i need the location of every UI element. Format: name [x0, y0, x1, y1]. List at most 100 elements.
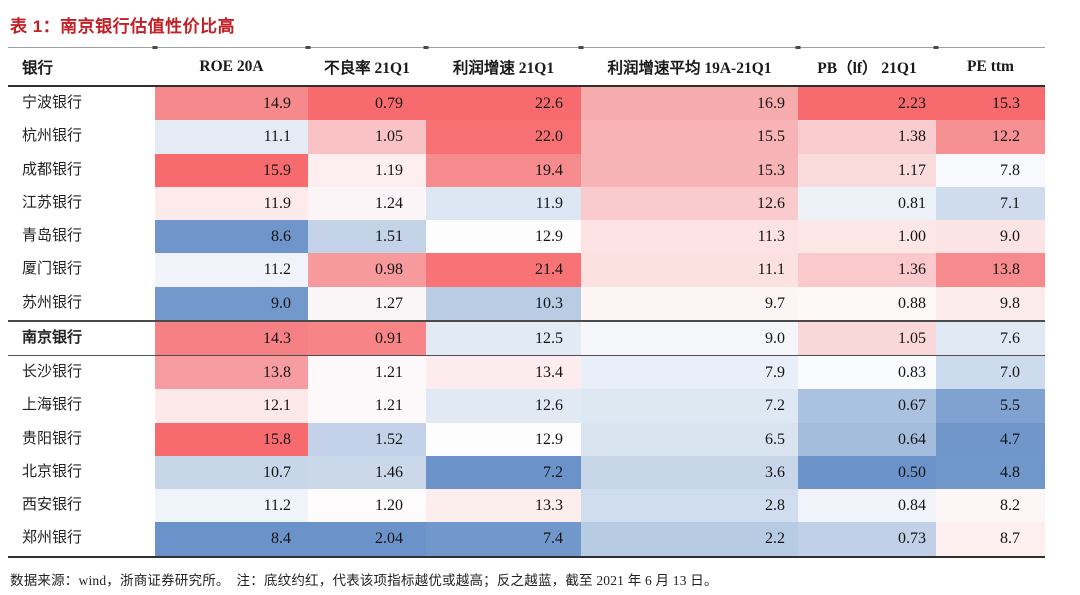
heatmap-value-cell: 0.67	[798, 389, 936, 423]
heatmap-value-cell: 1.38	[798, 120, 936, 154]
heatmap-value-cell: 0.98	[308, 253, 426, 287]
bank-name-cell: 贵阳银行	[22, 430, 83, 447]
heatmap-value-cell: 12.2	[936, 120, 1045, 154]
heatmap-value-cell: 11.2	[155, 253, 308, 287]
heatmap-value-cell: 0.84	[798, 489, 936, 523]
column-boundary-tick	[423, 46, 429, 49]
column-boundary-tick	[795, 46, 801, 49]
heatmap-value-cell: 9.0	[155, 286, 308, 320]
table-header-row: 银行 ROE 20A 不良率 21Q1 利润增速 21Q1 利润增速平均 19A-21Q…	[8, 48, 1045, 87]
heatmap-value-cell: 7.2	[581, 389, 798, 423]
heatmap-value-cell: 7.8	[936, 153, 1045, 187]
heatmap-value-cell: 12.5	[426, 321, 581, 356]
column-boundary-tick	[578, 46, 584, 49]
heatmap-value-cell: 8.2	[936, 489, 1045, 523]
heatmap-value-cell: 0.73	[798, 522, 936, 556]
heatmap-value-cell: 2.04	[308, 522, 426, 556]
table-row: 杭州银行 11.1 1.05 22.0 15.5 1.38 12.2	[8, 120, 1045, 154]
heatmap-value-cell: 13.4	[426, 356, 581, 390]
heatmap-value-cell: 1.27	[308, 286, 426, 320]
heatmap-value-cell: 14.9	[155, 87, 308, 121]
bank-name-cell: 杭州银行	[22, 128, 83, 145]
heatmap-value-cell: 11.9	[426, 186, 581, 221]
table-row: 宁波银行 14.9 0.79 22.6 16.9 2.23 15.3	[8, 87, 1045, 121]
heatmap-value-cell: 13.3	[426, 489, 581, 523]
valuation-table: 银行 ROE 20A 不良率 21Q1 利润增速 21Q1 利润增速平均 19A-21Q…	[8, 46, 1045, 558]
heatmap-value-cell: 0.83	[798, 356, 936, 390]
heatmap-value-cell: 13.8	[155, 356, 308, 390]
heatmap-value-cell: 9.0	[936, 220, 1045, 254]
table-row: 长沙银行 13.8 1.21 13.4 7.9 0.83 7.0	[8, 356, 1045, 390]
heatmap-value-cell: 8.7	[936, 522, 1045, 556]
heatmap-value-cell: 7.0	[936, 356, 1045, 390]
heatmap-value-cell: 2.2	[581, 522, 798, 556]
heatmap-value-cell: 21.4	[426, 253, 581, 287]
table-row: 上海银行 12.1 1.21 12.6 7.2 0.67 5.5	[8, 389, 1045, 423]
heatmap-value-cell: 11.1	[581, 253, 798, 287]
bank-name-cell: 苏州银行	[22, 294, 83, 311]
bank-name-cell: 郑州银行	[22, 530, 83, 547]
heatmap-value-cell: 15.3	[581, 153, 798, 187]
bank-name-cell: 上海银行	[22, 397, 83, 414]
heatmap-value-cell: 1.17	[798, 153, 936, 187]
heatmap-value-cell: 12.6	[581, 186, 798, 221]
heatmap-value-cell: 1.51	[308, 220, 426, 254]
heatmap-value-cell: 8.4	[155, 522, 308, 556]
table-row: 成都银行 15.9 1.19 19.4 15.3 1.17 7.8	[8, 153, 1045, 187]
bank-name-cell: 南京银行	[22, 329, 83, 346]
table-bottom-rule	[8, 555, 1045, 558]
heatmap-value-cell: 0.81	[798, 186, 936, 221]
heatmap-value-cell: 13.8	[936, 253, 1045, 287]
heatmap-value-cell: 12.9	[426, 422, 581, 456]
heatmap-value-cell: 22.0	[426, 120, 581, 154]
bank-name-cell: 长沙银行	[22, 364, 83, 381]
table-title: 表 1：南京银行估值性价比高	[10, 17, 236, 36]
heatmap-value-cell: 10.7	[155, 455, 308, 490]
table-row: 南京银行 14.3 0.91 12.5 9.0 1.05 7.6	[8, 321, 1045, 357]
heatmap-value-cell: 4.7	[936, 422, 1045, 456]
column-boundary-tick	[933, 46, 939, 49]
bank-name-cell: 江苏银行	[22, 194, 83, 211]
bank-name-cell: 厦门银行	[22, 261, 83, 278]
bank-name-cell: 西安银行	[22, 497, 83, 514]
column-header: 不良率 21Q1	[324, 59, 410, 77]
heatmap-value-cell: 8.6	[155, 220, 308, 254]
heatmap-value-cell: 9.0	[581, 321, 798, 356]
heatmap-value-cell: 7.6	[936, 321, 1045, 356]
heatmap-value-cell: 0.91	[308, 321, 426, 356]
heatmap-value-cell: 0.50	[798, 455, 936, 490]
heatmap-value-cell: 12.1	[155, 389, 308, 423]
heatmap-value-cell: 1.19	[308, 153, 426, 187]
heatmap-value-cell: 7.1	[936, 186, 1045, 221]
heatmap-value-cell: 12.9	[426, 220, 581, 254]
column-header: PE ttm	[967, 57, 1014, 75]
heatmap-value-cell: 1.36	[798, 253, 936, 287]
table-row: 北京银行 10.7 1.46 7.2 3.6 0.50 4.8	[8, 455, 1045, 490]
bank-name-cell: 北京银行	[22, 463, 83, 480]
source-note: 数据来源：wind，浙商证券研究所。 注：底纹约红，代表该项指标越优或越高；反之…	[10, 572, 718, 588]
heatmap-value-cell: 1.20	[308, 489, 426, 523]
table-row: 苏州银行 9.0 1.27 10.3 9.7 0.88 9.8	[8, 286, 1045, 322]
heatmap-value-cell: 22.6	[426, 87, 581, 121]
column-header: PB（lf） 21Q1	[817, 59, 917, 77]
heatmap-value-cell: 15.3	[936, 87, 1045, 121]
table-row: 厦门银行 11.2 0.98 21.4 11.1 1.36 13.8	[8, 253, 1045, 287]
heatmap-value-cell: 6.5	[581, 422, 798, 456]
column-boundary-tick	[152, 46, 158, 49]
heatmap-value-cell: 16.9	[581, 87, 798, 121]
heatmap-value-cell: 4.8	[936, 455, 1045, 490]
heatmap-value-cell: 0.79	[308, 87, 426, 121]
table-top-rule	[8, 46, 1045, 49]
heatmap-value-cell: 11.2	[155, 489, 308, 523]
heatmap-value-cell: 1.05	[798, 321, 936, 356]
heatmap-value-cell: 2.8	[581, 489, 798, 523]
heatmap-value-cell: 14.3	[155, 321, 308, 356]
heatmap-value-cell: 11.1	[155, 120, 308, 154]
table-body: 宁波银行 14.9 0.79 22.6 16.9 2.23 15.3 杭州银行 11.1 1.05…	[8, 87, 1045, 556]
heatmap-value-cell: 5.5	[936, 389, 1045, 423]
heatmap-value-cell: 11.9	[155, 186, 308, 221]
column-header: 利润增速平均 19A-21Q1	[607, 59, 772, 77]
column-boundary-tick	[305, 46, 311, 49]
bank-name-cell: 宁波银行	[22, 95, 83, 111]
